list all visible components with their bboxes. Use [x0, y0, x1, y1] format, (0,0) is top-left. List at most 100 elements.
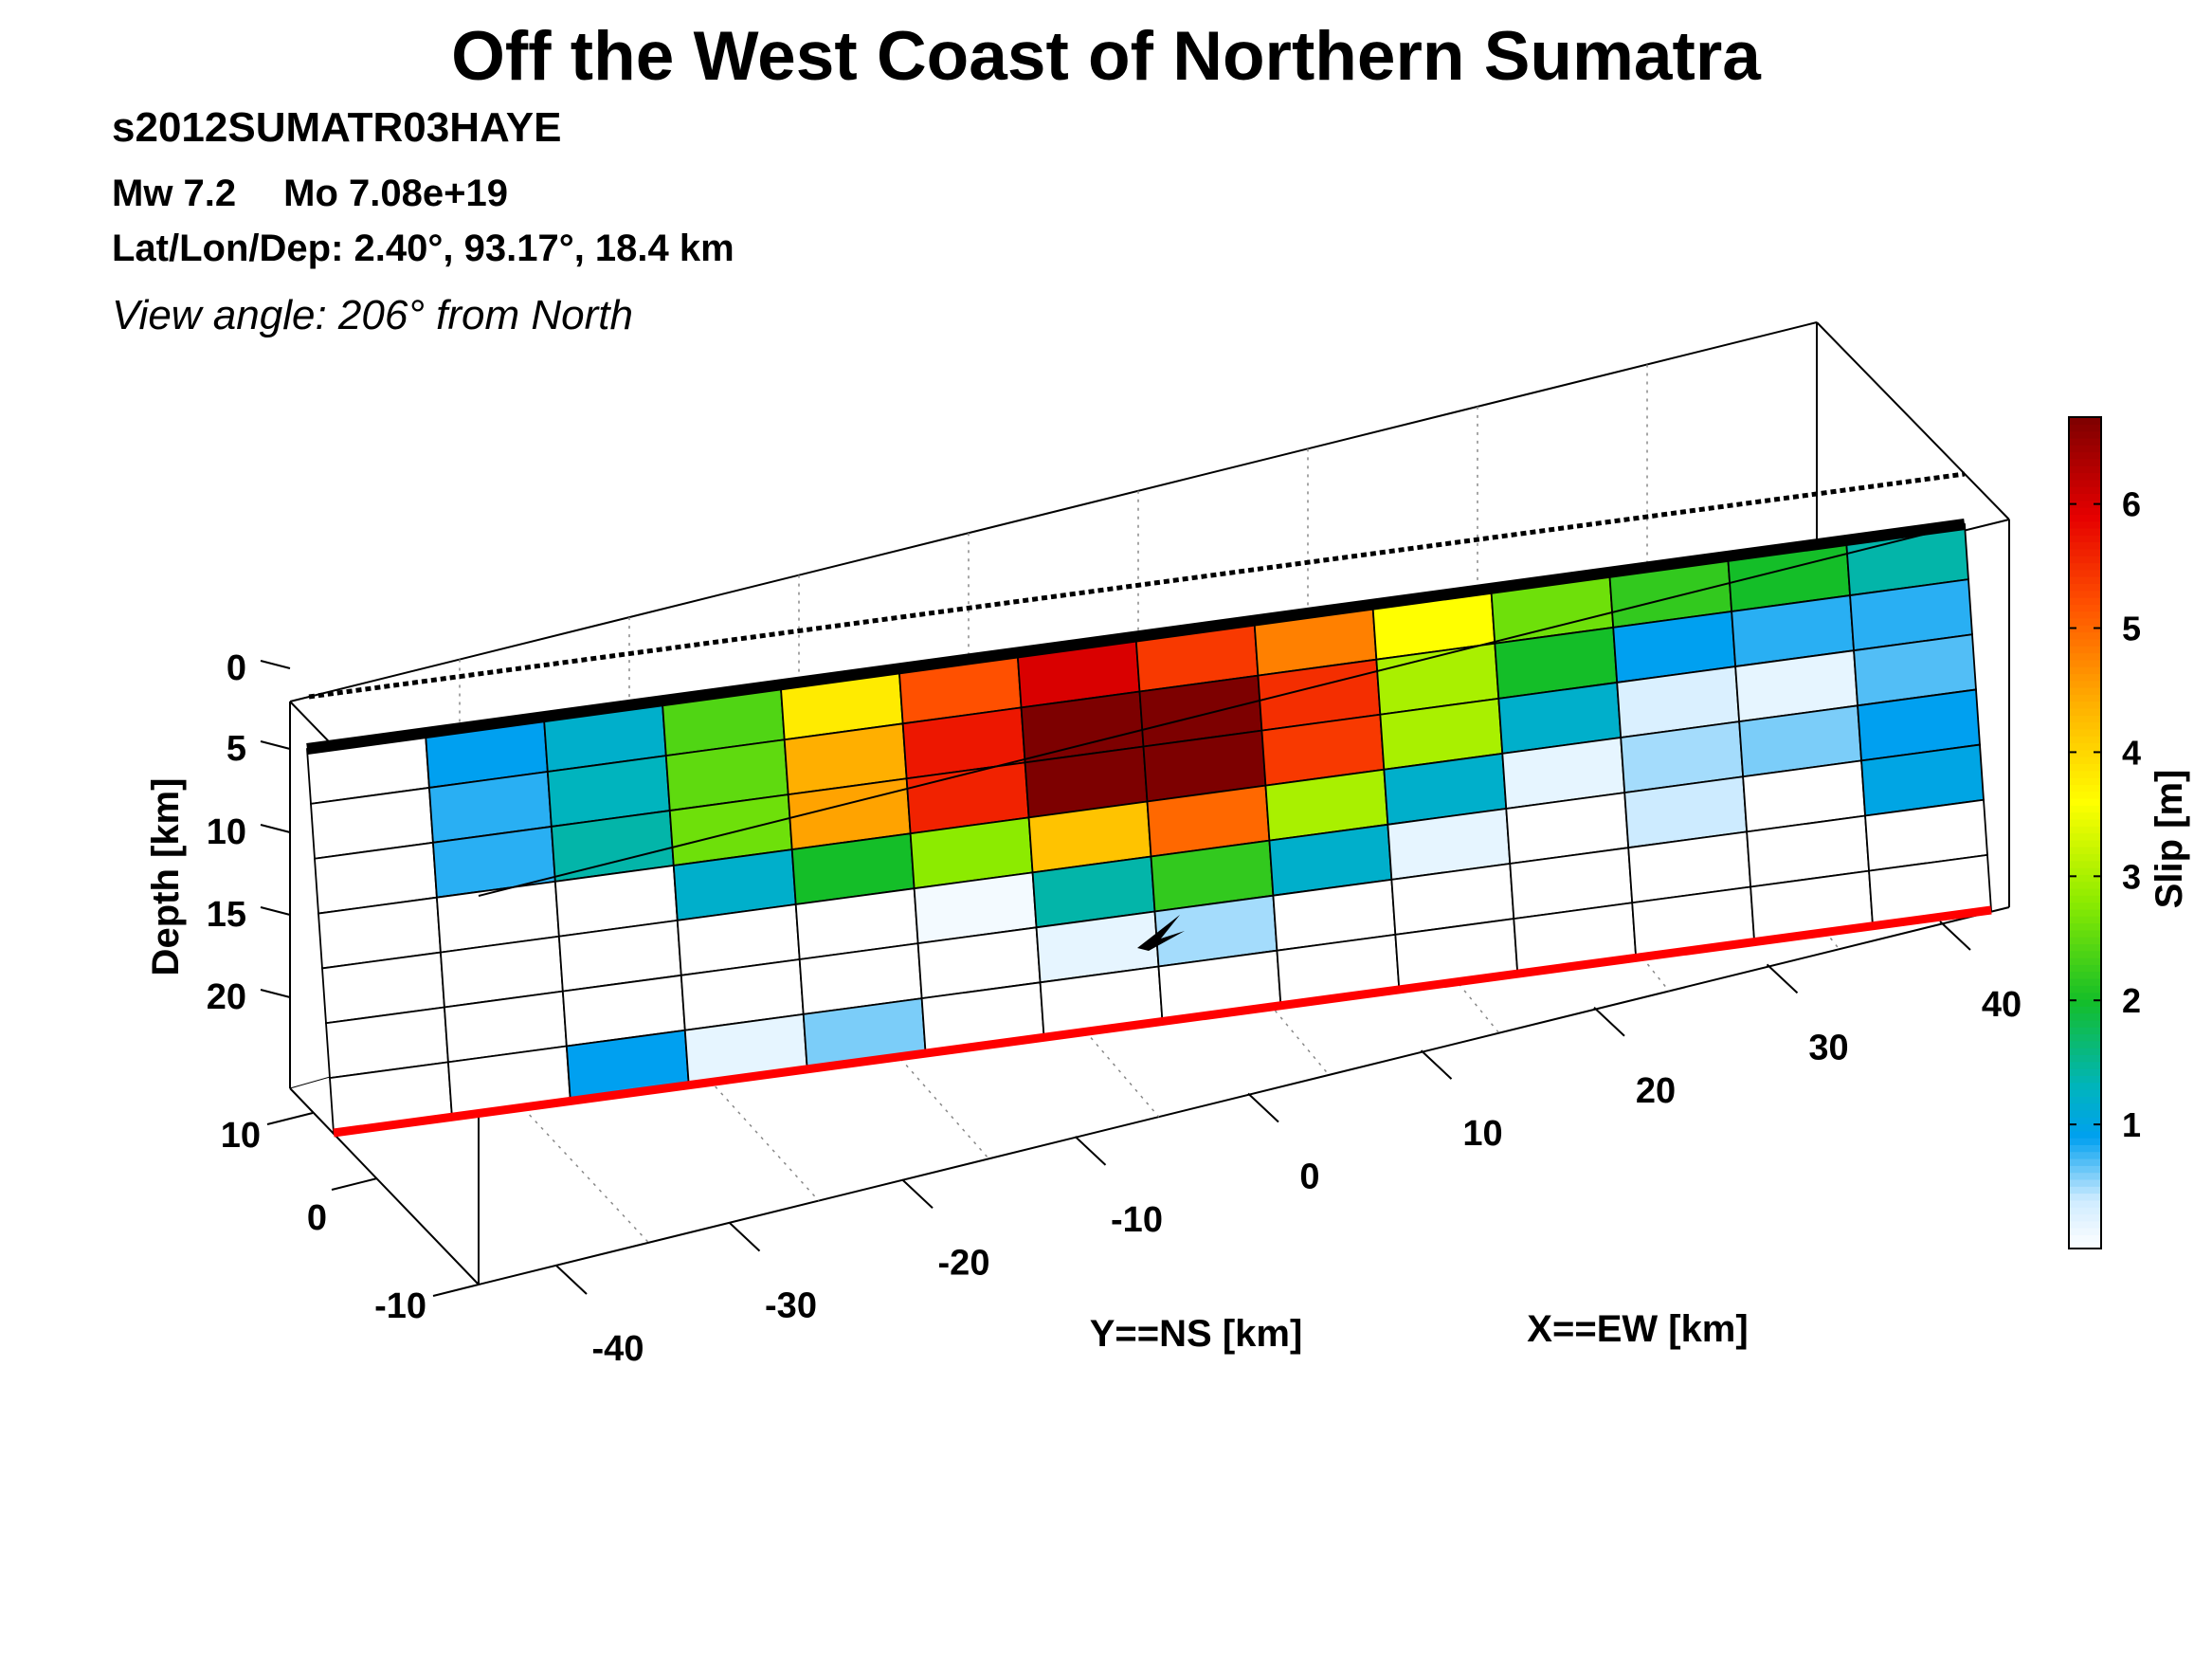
fault-bottom-edge [333, 905, 1992, 1138]
colorbar-segment [2069, 1172, 2101, 1180]
fault-edges [306, 519, 1992, 1138]
colorbar-segment [2069, 797, 2101, 806]
colorbar-segment [2069, 1151, 2101, 1159]
slip-cells [306, 522, 1992, 1135]
colorbar-segment [2069, 707, 2101, 716]
colorbar-segment [2069, 977, 2101, 986]
ew-tick [1074, 1136, 1107, 1166]
colorbar-segment [2069, 895, 2101, 903]
colorbar-segment [2069, 811, 2101, 820]
colorbar-segment [2069, 527, 2101, 536]
colorbar-segment [2069, 430, 2101, 439]
colorbar-segment [2069, 826, 2101, 834]
colorbar-frame [2068, 416, 2102, 1249]
colorbar-segment [2069, 472, 2101, 481]
colorbar-segment [2069, 992, 2101, 1000]
colorbar-segment [2069, 715, 2101, 723]
colorbar-segment [2069, 1178, 2101, 1187]
depth-tick-label: 15 [207, 895, 246, 935]
colorbar-segment [2069, 1067, 2101, 1076]
view-angle: View angle: 206° from North [112, 292, 633, 338]
colorbar-segment [2069, 1207, 2101, 1215]
ew-tick-label: 10 [1462, 1114, 1502, 1154]
colorbar-segment [2069, 1082, 2101, 1090]
colorbar-segment [2069, 916, 2101, 924]
colorbar-segment [2069, 1234, 2101, 1243]
colorbar-tick-label: 6 [2122, 485, 2141, 524]
colorbar-segment [2069, 500, 2101, 508]
colorbar-segment [2069, 548, 2101, 556]
colorbar-segment [2069, 728, 2101, 737]
colorbar-segment [2069, 847, 2101, 855]
colorbar-segment [2069, 694, 2101, 702]
grid-line [459, 1039, 649, 1244]
ew-tick-label: -30 [765, 1286, 817, 1326]
colorbar-segment [2069, 631, 2101, 640]
colorbar-segment [2069, 576, 2101, 584]
colorbar-segment [2069, 437, 2101, 446]
colorbar-segment [2069, 881, 2101, 889]
ew-tick [555, 1265, 588, 1295]
ns-tick-label: -10 [374, 1286, 426, 1326]
colorbar-segment [2069, 791, 2101, 799]
ew-tick-label: 40 [1982, 985, 2022, 1025]
colorbar-tick-label: 4 [2122, 733, 2141, 772]
colorbar-segment [2069, 541, 2101, 550]
colorbar-segment [2069, 763, 2101, 772]
colorbar-tick-label: 2 [2122, 981, 2141, 1020]
slip-vector-icon [1137, 915, 1185, 951]
moment-magnitude: Mw 7.2 [112, 173, 237, 214]
colorbar-segment [2069, 867, 2101, 875]
colorbar-segment [2069, 1199, 2101, 1208]
depth-tick [260, 660, 291, 669]
ns-tick-label: 10 [221, 1116, 261, 1156]
colorbar-segment [2069, 770, 2101, 778]
colorbar-segment [2069, 1165, 2101, 1174]
colorbar-segment [2069, 625, 2101, 633]
colorbar-segment [2069, 777, 2101, 785]
ew-tick [1766, 963, 1799, 994]
colorbar-segment [2069, 887, 2101, 896]
ew-tick-label: 0 [1299, 1158, 1319, 1197]
colorbar-segment [2069, 721, 2101, 730]
box-bottom-front-edge [478, 906, 2010, 1285]
figure-title: Off the West Coast of Northern Sumatra [451, 18, 1761, 95]
axis-ticks: 0 5 10 15 20 10 0 -10 -40 -30 -20 -10 0 10 20 30 40 [207, 648, 2022, 1369]
colorbar-segment [2069, 583, 2101, 592]
colorbar-segment [2069, 666, 2101, 675]
colorbar-segment [2069, 1193, 2101, 1201]
colorbar-segment [2069, 1061, 2101, 1069]
colorbar-segment [2069, 1088, 2101, 1097]
colorbar-segment [2069, 1075, 2101, 1084]
box-top-right-edge [1816, 321, 2010, 520]
colorbar-segment [2069, 1186, 2101, 1194]
depth-tick-label: 20 [207, 977, 246, 1017]
colorbar-segment [2069, 1228, 2101, 1235]
colorbar-segment [2069, 652, 2101, 661]
colorbar-segment [2069, 818, 2101, 827]
colorbar-segment [2069, 950, 2101, 958]
colorbar-segment [2069, 1158, 2101, 1166]
colorbar-segment [2069, 1048, 2101, 1055]
colorbar-segment [2069, 569, 2101, 577]
colorbar-segment [2069, 465, 2101, 474]
colorbar-segment [2069, 597, 2101, 605]
ew-axis-label: X==EW [km] [1527, 1308, 1748, 1350]
colorbar-segment [2069, 1123, 2101, 1132]
colorbar-segment [2069, 874, 2101, 883]
depth-tick [260, 989, 291, 998]
colorbar-segment [2069, 908, 2101, 917]
ns-tick [331, 1177, 378, 1191]
colorbar-segment [2069, 832, 2101, 841]
ns-tick [432, 1284, 480, 1297]
colorbar-segment [2069, 736, 2101, 744]
colorbar-segment [2069, 638, 2101, 647]
colorbar-segment [2069, 985, 2101, 994]
colorbar-segment [2069, 784, 2101, 793]
colorbar-segment [2069, 1213, 2101, 1222]
colorbar-segment [2069, 1109, 2101, 1118]
colorbar-segment [2069, 424, 2101, 432]
colorbar-segment [2069, 562, 2101, 571]
depth-tick-label: 10 [207, 812, 246, 852]
ew-tick [901, 1178, 934, 1209]
